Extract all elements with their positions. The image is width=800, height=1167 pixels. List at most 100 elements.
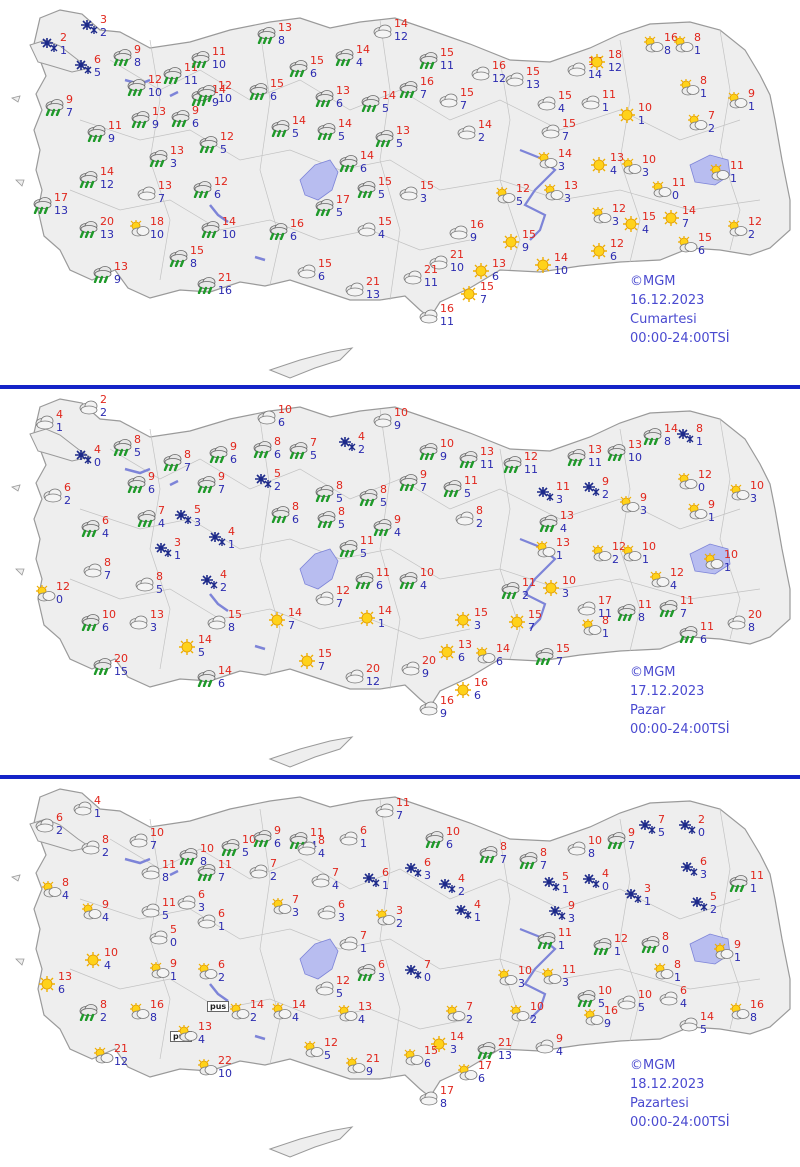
min-temperature: 1 (674, 971, 681, 984)
min-temperature: 3 (750, 492, 757, 505)
cloudsun-icon (474, 647, 496, 665)
min-temperature: 6 (474, 689, 481, 702)
max-temperature: 11 (562, 963, 576, 976)
max-temperature: 9 (218, 470, 225, 483)
station-forecast: 15 11 (418, 46, 454, 73)
min-temperature: 11 (480, 458, 494, 471)
min-temperature: 5 (134, 446, 141, 459)
rain-icon (616, 603, 638, 621)
snow-icon (38, 36, 60, 54)
rain-icon (196, 863, 218, 881)
max-temperature: 13 (556, 536, 570, 549)
max-temperature: 6 (102, 514, 109, 527)
min-temperature: 4 (680, 997, 687, 1010)
rain-icon (208, 445, 230, 463)
max-temperature: 8 (274, 435, 281, 448)
min-temperature: 9 (522, 241, 529, 254)
panel-caption: ©MGM 17.12.2023 Pazar 00:00-24:00TSİ (630, 663, 730, 739)
station-forecast: 21 10 (428, 248, 464, 275)
min-temperature: 8 (134, 56, 141, 69)
cloudsun-icon (708, 164, 730, 182)
sunny-icon (588, 242, 610, 260)
max-temperature: 8 (184, 448, 191, 461)
min-temperature: 8 (664, 435, 671, 448)
min-temperature: 0 (698, 826, 705, 839)
max-temperature: 18 (608, 48, 622, 61)
rain-icon (640, 935, 662, 953)
cloudsun-icon (374, 909, 396, 927)
max-temperature: 8 (62, 876, 69, 889)
copyright: ©MGM (630, 1058, 676, 1073)
rain-icon (126, 78, 148, 96)
station-forecast: 11 5 (442, 474, 478, 501)
cloud-icon (78, 398, 100, 416)
min-temperature: 9 (212, 96, 219, 109)
min-temperature: 5 (360, 547, 367, 560)
rain-icon (270, 119, 292, 137)
sunny-icon (452, 611, 474, 629)
min-temperature: 2 (458, 885, 465, 898)
max-temperature: 18 (150, 215, 164, 228)
max-temperature: 13 (336, 84, 350, 97)
min-temperature: 13 (526, 78, 540, 91)
cloudsun-icon (128, 220, 150, 238)
max-temperature: 13 (610, 151, 624, 164)
min-temperature: 8 (200, 855, 207, 868)
min-temperature: 4 (394, 526, 401, 539)
cloudsun-icon (676, 473, 698, 491)
sunny-icon (36, 975, 58, 993)
max-temperature: 15 (318, 257, 332, 270)
rain-icon (196, 84, 218, 102)
station-forecast: 11 9 (86, 119, 122, 146)
station-forecast: 21 11 (402, 263, 438, 290)
max-temperature: 12 (614, 932, 628, 945)
snow-icon (172, 508, 194, 526)
min-temperature: 8 (750, 1011, 757, 1024)
max-temperature: 11 (672, 176, 686, 189)
max-temperature: 20 (366, 662, 380, 675)
min-temperature: 10 (212, 58, 226, 71)
rain-icon (148, 149, 170, 167)
min-temperature: 9 (470, 231, 477, 244)
rain-icon (130, 110, 152, 128)
cloudsun-icon (270, 898, 292, 916)
rain-icon (536, 931, 558, 949)
station-forecast: 15 5 (356, 175, 392, 202)
max-temperature: 11 (730, 159, 744, 172)
station-forecast: 11 5 (338, 534, 374, 561)
max-temperature: 14 (382, 89, 396, 102)
min-temperature: 1 (378, 617, 385, 630)
min-temperature: 7 (150, 839, 157, 852)
cloud-icon (356, 220, 378, 238)
station-forecast: 13 3 (128, 608, 164, 635)
max-temperature: 8 (104, 556, 111, 569)
min-temperature: 5 (378, 188, 385, 201)
min-temperature: 9 (366, 1065, 373, 1078)
cloud-icon (448, 223, 470, 241)
min-temperature: 5 (700, 1023, 707, 1036)
max-temperature: 9 (556, 1032, 563, 1045)
cloud-icon (726, 613, 748, 631)
forecast-time: 00:00-24:00TSİ (630, 722, 730, 737)
max-temperature: 8 (674, 958, 681, 971)
station-forecast: 11 1 (728, 869, 764, 896)
min-temperature: 2 (220, 581, 227, 594)
min-temperature: 7 (318, 660, 325, 673)
min-temperature: 5 (658, 826, 665, 839)
cloud-icon (374, 801, 396, 819)
min-temperature: 1 (724, 561, 731, 574)
cloudsun-icon (590, 545, 612, 563)
max-temperature: 13 (58, 970, 72, 983)
cloud-icon (402, 268, 424, 286)
rain-icon (606, 443, 628, 461)
